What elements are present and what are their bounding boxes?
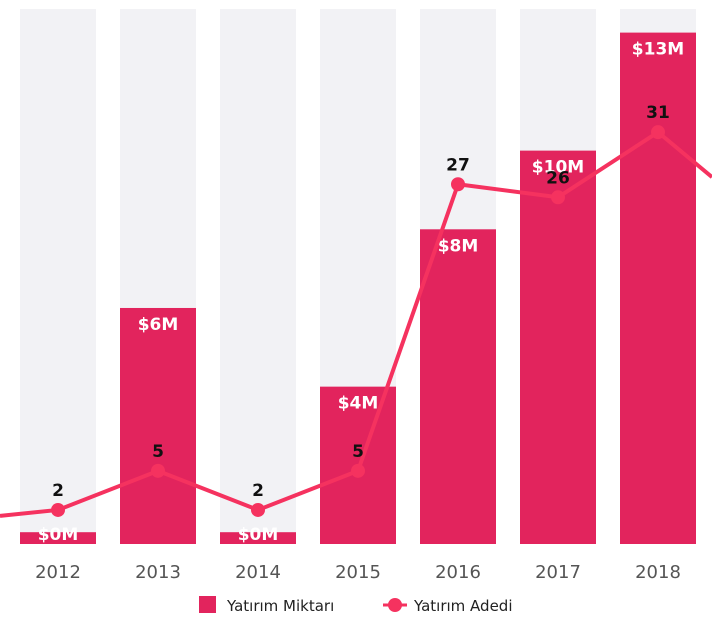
legend-bar-label: Yatırım Miktarı (226, 597, 334, 615)
x-tick-2017: 2017 (535, 562, 581, 583)
bar-label-2012: $0M (38, 525, 79, 545)
bar-track-2012 (20, 9, 96, 544)
line-point-2012[interactable] (51, 502, 65, 517)
x-axis-ticks: 2012 2013 2014 2015 2016 2017 2018 (35, 562, 681, 583)
bar-label-2016: $8M (438, 236, 479, 256)
bar-label-2014: $0M (238, 525, 279, 545)
legend-bar-swatch (199, 596, 216, 613)
line-point-2015[interactable] (351, 463, 365, 478)
line-label-2018: 31 (646, 103, 670, 123)
x-tick-2014: 2014 (235, 562, 281, 583)
bar-2017[interactable] (520, 150, 596, 544)
x-tick-2015: 2015 (335, 562, 381, 583)
x-tick-2016: 2016 (435, 562, 481, 583)
x-tick-2013: 2013 (135, 562, 181, 583)
bar-label-2015: $4M (338, 394, 379, 414)
line-label-2017: 26 (546, 168, 570, 188)
legend: Yatırım Miktarı Yatırım Adedi (199, 596, 513, 615)
line-label-2012: 2 (52, 481, 64, 501)
bar-label-2017: $10M (532, 158, 584, 178)
line-point-2017[interactable] (551, 190, 565, 205)
bar-data-labels: $0M $6M $0M $4M $8M $10M $13M (38, 40, 684, 545)
bar-label-2013: $6M (138, 315, 179, 335)
line-points (51, 125, 665, 517)
bar-2016[interactable] (420, 229, 496, 544)
line-label-2013: 5 (152, 442, 164, 462)
legend-line-label: Yatırım Adedi (413, 597, 513, 615)
legend-item-line[interactable]: Yatırım Adedi (383, 597, 513, 615)
line-label-2014: 2 (252, 481, 264, 501)
line-point-2014[interactable] (251, 502, 265, 517)
line-point-2013[interactable] (151, 463, 165, 478)
x-tick-2018: 2018 (635, 562, 681, 583)
x-tick-2012: 2012 (35, 562, 81, 583)
bar-2012[interactable] (20, 532, 96, 544)
bar-2018[interactable] (620, 32, 696, 545)
line-point-2016[interactable] (451, 177, 465, 192)
line-label-2016: 27 (446, 155, 470, 175)
bar-track-2014 (220, 9, 296, 544)
bar-2013[interactable] (120, 307, 196, 544)
line-data-labels: 2 5 2 5 27 26 31 (52, 103, 670, 501)
bar-label-2018: $13M (632, 40, 684, 60)
legend-line-dot (388, 598, 402, 612)
line-label-2015: 5 (352, 442, 364, 462)
legend-item-bar[interactable]: Yatırım Miktarı (199, 596, 334, 615)
bar-2014[interactable] (220, 532, 296, 544)
line-point-2018[interactable] (651, 125, 665, 140)
